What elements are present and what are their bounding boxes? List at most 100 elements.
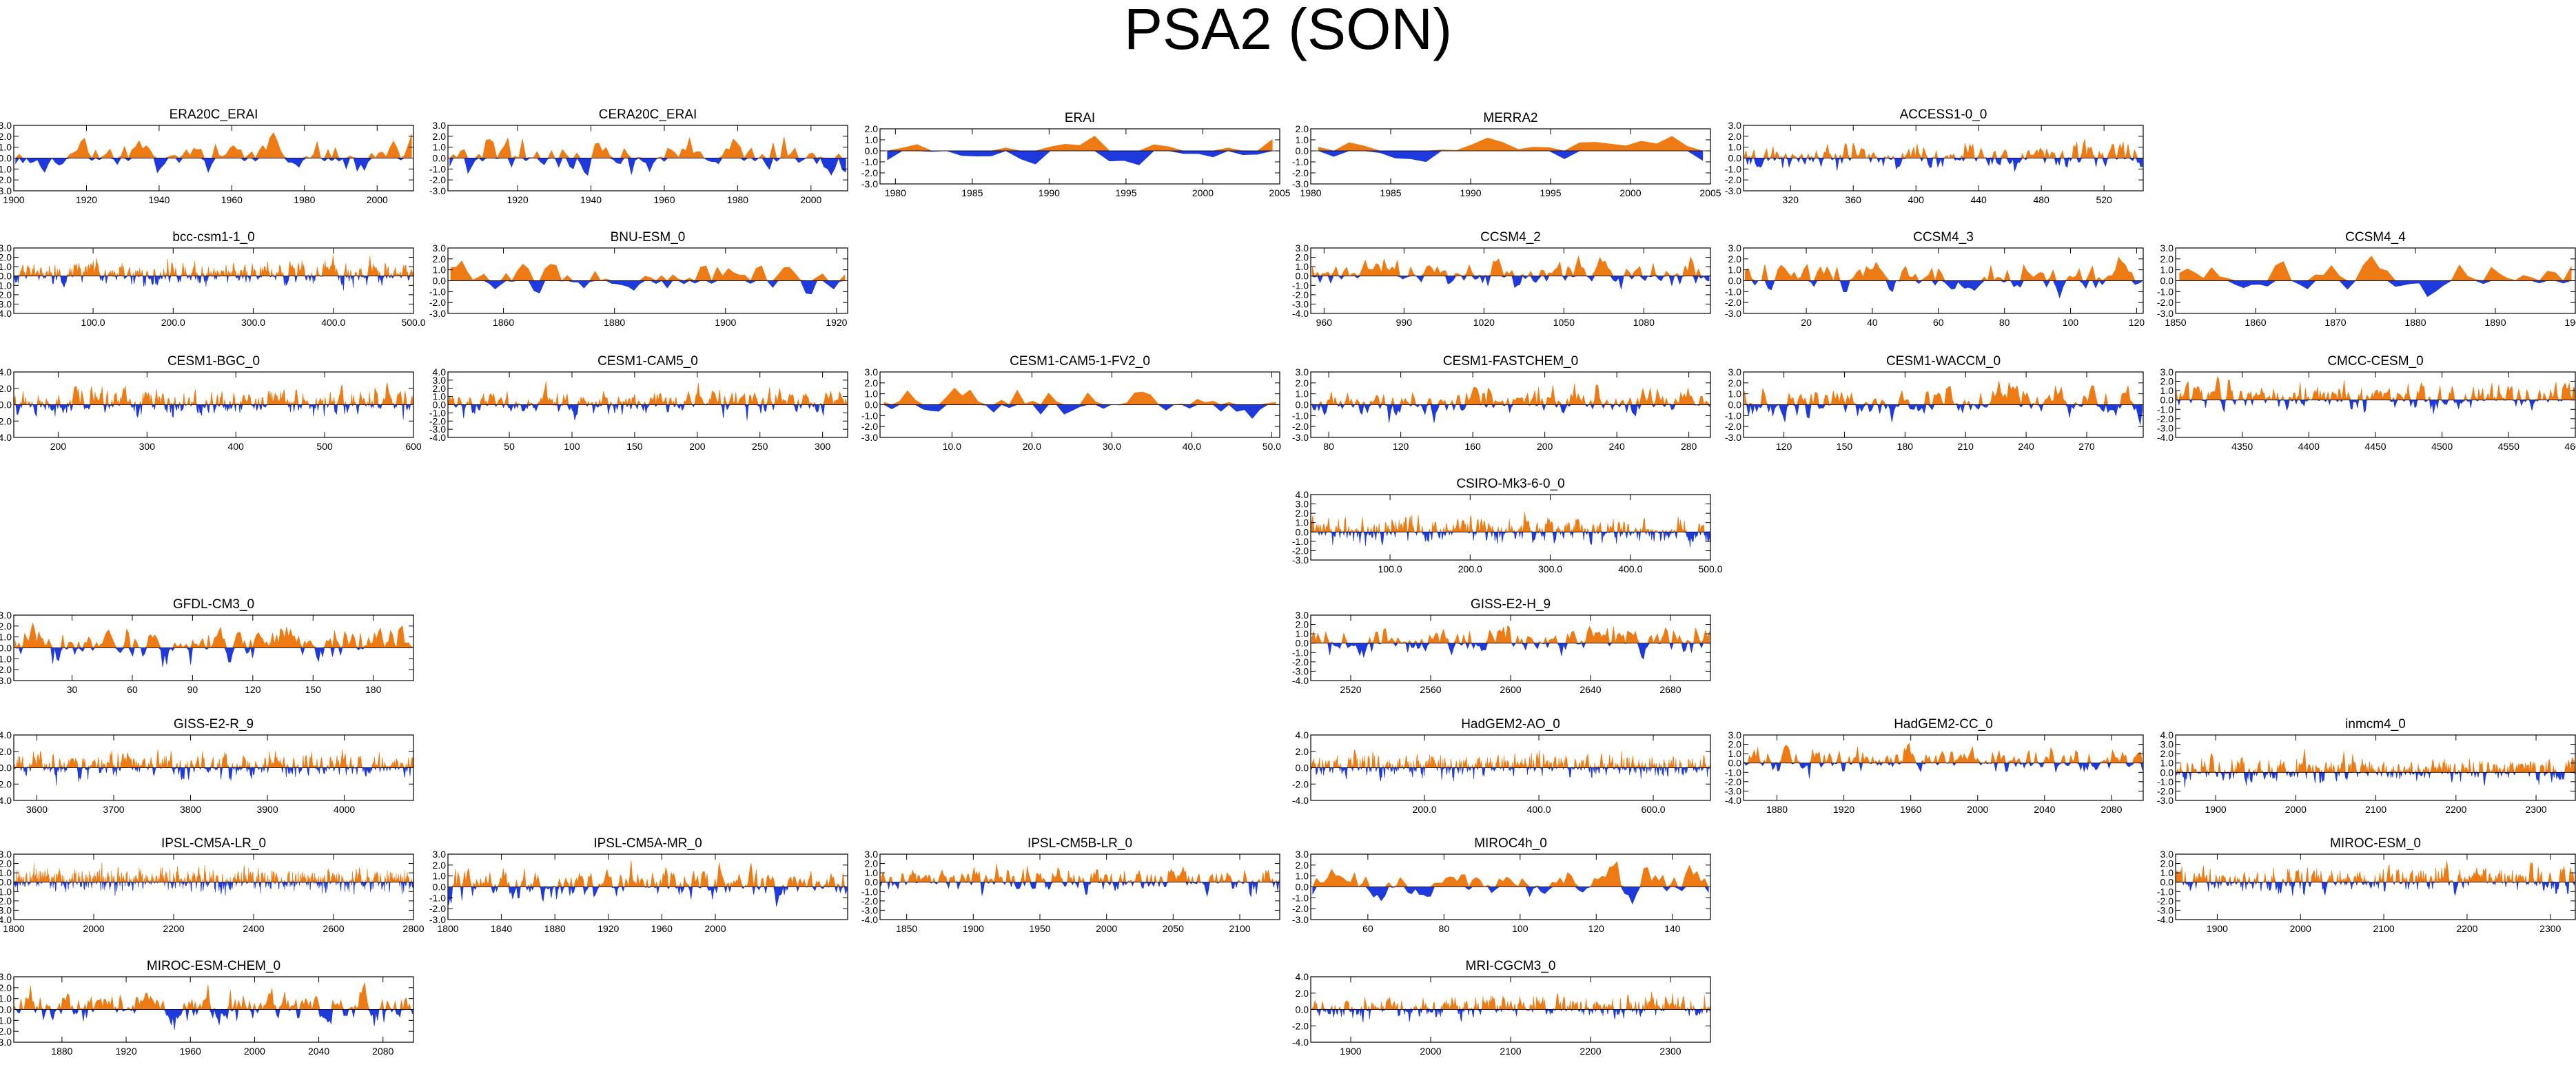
- x-tick-label: 1920: [76, 194, 97, 205]
- x-tick-label: 1080: [1633, 317, 1655, 328]
- x-tick-label: 2000: [2290, 923, 2311, 934]
- x-tick-label: 1920: [507, 194, 529, 205]
- x-tick-label: 2050: [1163, 923, 1184, 934]
- x-tick-label: 1840: [491, 923, 512, 934]
- x-tick-label: 2000: [1192, 187, 1214, 198]
- x-tick-label: 1920: [115, 1046, 136, 1057]
- positive-area: [2176, 375, 2575, 401]
- y-tick-label: -4.0: [861, 914, 878, 925]
- x-tick-label: 2680: [1659, 684, 1681, 695]
- y-tick-label: -2.0: [1725, 776, 1741, 787]
- chart-title: CESM1-BGC_0: [167, 354, 260, 369]
- x-tick-label: 100.0: [81, 317, 105, 328]
- chart-panel: BNU-ESM_0 3.0 2.0 1.0 0.0 -1.0 -2.0 -3.0 1860 188…: [429, 227, 882, 338]
- chart-panel: CESM1-CAM5_0 4.0 3.0 2.0 1.0 0.0 -1.0 -2.0 -3.0-…: [429, 351, 882, 462]
- chart-svg: MIROC4h_0 3.02.01.00.0-1.0-2.0-3.0 60 80 100…: [1292, 836, 1711, 934]
- x-tick-label: 1980: [294, 194, 315, 205]
- x-tick-label: 2040: [308, 1046, 329, 1057]
- y-tick-label: 2.0: [1296, 619, 1309, 630]
- y-tick-label: -1.0: [1725, 767, 1741, 778]
- y-tick-label: -3.0: [2157, 308, 2174, 319]
- x-tick-label: 90: [187, 684, 198, 695]
- chart-title: IPSL-CM5A-MR_0: [593, 836, 702, 851]
- x-tick-label: 4600: [2564, 441, 2576, 452]
- x-tick-label: 1960: [653, 194, 675, 205]
- y-tick-label: -2.0: [0, 415, 12, 426]
- x-tick-label: 100: [1512, 923, 1529, 934]
- y-tick-label: 1.0: [1728, 389, 1742, 400]
- y-tick-label: -2.0: [1292, 421, 1309, 432]
- x-tick-label: 2600: [1500, 684, 1521, 695]
- x-tick-label: 210: [1958, 441, 1974, 452]
- positive-area: [14, 132, 412, 159]
- y-tick-label: -3.0: [861, 178, 878, 189]
- positive-area: [1311, 991, 1710, 1011]
- positive-area: [14, 749, 413, 769]
- y-tick-label: 2.0: [865, 377, 879, 389]
- x-tick-label: 1050: [1553, 317, 1575, 328]
- x-tick-label: 150: [1837, 441, 1853, 452]
- x-tick-label: 2080: [2100, 804, 2122, 815]
- y-tick-label: 1.0: [1728, 265, 1742, 276]
- chart-title: BNU-ESM_0: [611, 230, 686, 245]
- negative-area: [1312, 887, 1709, 905]
- y-tick-label: -3.0: [2157, 422, 2174, 433]
- x-tick-label: 320: [1783, 194, 1799, 205]
- y-tick-label: -4.0: [2157, 432, 2174, 443]
- x-tick-label: 100: [2063, 317, 2079, 328]
- y-tick-label: 1.0: [2160, 867, 2174, 878]
- x-tick-label: 500.0: [401, 317, 425, 328]
- x-tick-label: 30.0: [1103, 441, 1121, 452]
- y-tick-label: -1.0: [1292, 647, 1309, 658]
- chart-panel: CERA20C_ERAI 3.0 2.0 1.0 0.0 -1.0 -2.0 -3.0 1920…: [429, 105, 882, 215]
- y-tick-label: 2.0: [1296, 860, 1309, 871]
- x-tick-label: 2600: [323, 923, 344, 934]
- x-tick-label: 400.0: [1527, 804, 1551, 815]
- negative-area: [1310, 767, 1710, 782]
- y-tick-label: 0.0: [1728, 758, 1742, 769]
- y-tick-label: 4.0: [0, 366, 12, 377]
- chart-svg: CMCC-CESM_0 3.02.01.00.0-1.0-2.0-3.0-4.0 4…: [2157, 354, 2576, 452]
- y-tick-label: -3.0: [429, 914, 446, 925]
- chart-title: MRI-CGCM3_0: [1466, 959, 1556, 973]
- x-tick-label: 250: [752, 441, 768, 452]
- x-tick-label: 2400: [243, 923, 264, 934]
- chart-svg: IPSL-CM5A-LR_0 3.02.01.00.0-1.0-2.0-3.0-4…: [0, 836, 425, 934]
- y-tick-label: 2.0: [1296, 123, 1309, 134]
- positive-area: [1311, 511, 1710, 533]
- x-tick-label: 1880: [604, 317, 625, 328]
- y-tick-label: 4.0: [0, 729, 12, 740]
- x-tick-label: 40.0: [1183, 441, 1201, 452]
- chart-panel: GFDL-CM3_0 3.02.01.00.0-1.0-2.0-3.0 30 60 90…: [0, 594, 448, 705]
- x-tick-label: 1900: [2205, 804, 2227, 815]
- negative-area: [1311, 531, 1710, 548]
- y-tick-label: -1.0: [429, 407, 446, 418]
- chart-title: CESM1-WACCM_0: [1886, 354, 2001, 369]
- y-tick-label: 1.0: [1728, 142, 1742, 153]
- chart-panel: bcc-csm1-1_03.02.01.00.0-1.0-2.0-3.0-4.0…: [0, 227, 448, 338]
- x-tick-label: 2200: [2445, 804, 2466, 815]
- y-tick-label: 0.0: [1296, 145, 1309, 156]
- x-tick-label: 270: [2078, 441, 2095, 452]
- negative-area: [14, 1008, 413, 1030]
- y-tick-label: 4.0: [2160, 729, 2174, 740]
- y-tick-label: -4.0: [0, 432, 12, 443]
- x-tick-label: 300.0: [241, 317, 265, 328]
- y-tick-label: -3.0: [0, 904, 12, 915]
- chart-panel: ERAI 2.0 1.0 0.0 -1.0 -2.0 -3.0 1980 1985 1990 199…: [861, 108, 1314, 208]
- negative-area: [14, 647, 413, 667]
- x-tick-label: 360: [1846, 194, 1862, 205]
- y-tick-label: -3.0: [1292, 914, 1309, 925]
- x-tick-label: 1860: [493, 317, 514, 328]
- y-tick-label: -2.0: [2157, 785, 2174, 796]
- x-tick-label: 4400: [2298, 441, 2320, 452]
- negative-area: [880, 881, 1280, 898]
- x-tick-label: 2040: [2034, 804, 2055, 815]
- y-tick-label: 2.0: [0, 858, 12, 869]
- positive-area: [1311, 383, 1710, 406]
- y-tick-label: 3.0: [1296, 499, 1309, 510]
- y-tick-label: -2.0: [429, 174, 446, 185]
- y-tick-label: 0.0: [1296, 271, 1309, 282]
